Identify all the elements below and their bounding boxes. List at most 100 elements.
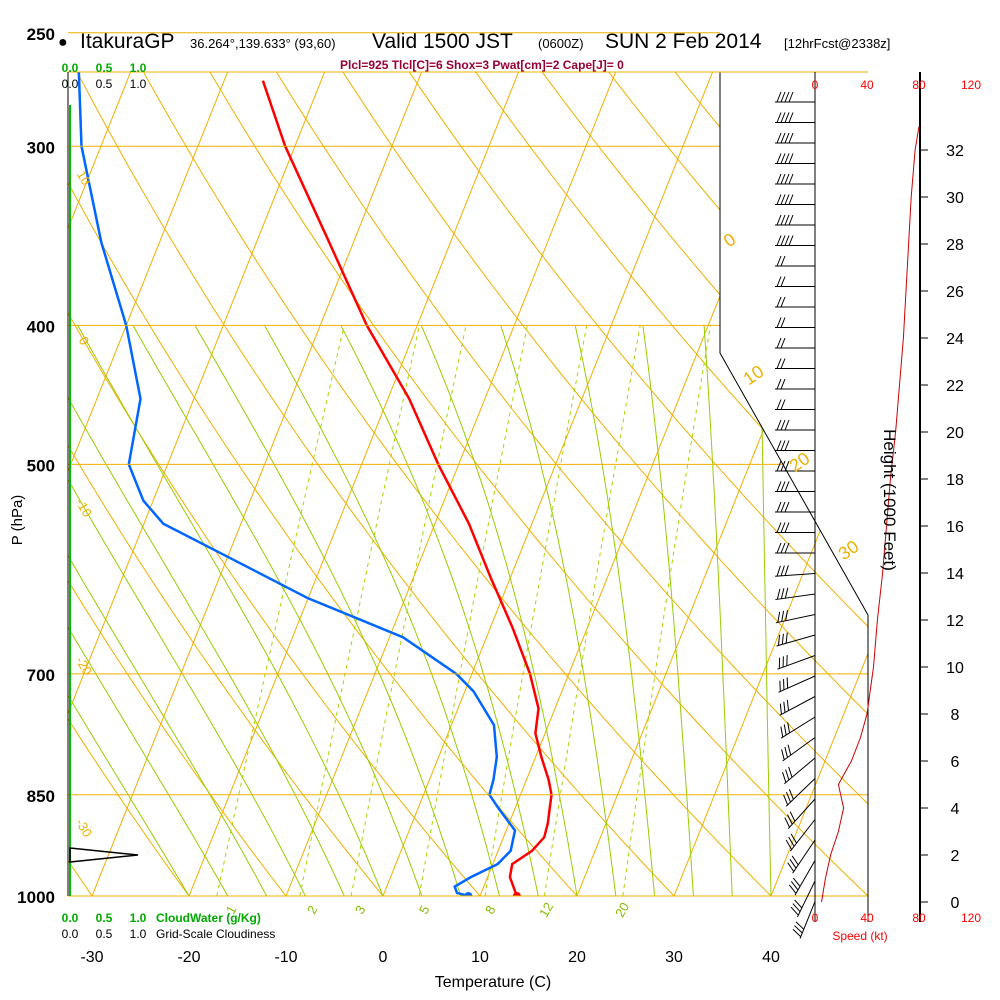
wind-barb-flag	[779, 703, 782, 715]
wind-barb-flag	[780, 153, 786, 164]
height-tick-label: 6	[951, 754, 960, 771]
wind-barb-staff	[775, 593, 816, 601]
wind-barb-flag	[788, 235, 794, 246]
height-tick-label: 16	[946, 519, 964, 536]
cloudwater-tick-label-bottom: 1.0	[130, 911, 147, 925]
wind-barb-flag	[776, 317, 782, 328]
wind-barb-flag	[784, 587, 789, 599]
valid-time: Valid 1500 JST	[372, 30, 513, 53]
y-axis-title: P (hPa)	[9, 495, 26, 546]
wind-barb	[775, 501, 815, 513]
wind-barb-flag	[788, 132, 794, 144]
wind-barb-flag	[795, 921, 805, 930]
wind-barb-flag	[788, 214, 794, 226]
wind-barb	[775, 214, 815, 226]
wind-barb-flag	[784, 746, 788, 758]
speed-tick-label-bottom: 40	[860, 911, 874, 925]
wind-barb	[784, 798, 816, 830]
wind-barb-flag	[780, 214, 786, 226]
wind-barb-flag	[780, 419, 786, 431]
wind-barb-flag	[784, 565, 789, 576]
wind-barb-flag	[784, 460, 790, 472]
wind-barb-flag	[776, 481, 782, 492]
wind-barb-flag	[781, 633, 784, 645]
wind-barb-flag	[791, 855, 799, 866]
wind-barb-flag	[784, 419, 790, 431]
wind-barb-flag	[792, 877, 801, 887]
height-tick-label: 0	[951, 895, 960, 912]
wind-barb-flag	[780, 235, 786, 246]
wind-barb-flag	[780, 440, 786, 451]
cloudiness-tick-label-top: 0.0	[62, 77, 79, 91]
wind-barb-flag	[784, 440, 790, 451]
wind-barb-flag	[784, 542, 790, 554]
wind-barb-staff	[782, 737, 816, 762]
mixing-ratio-label: 20	[612, 900, 632, 920]
wind-barb-flag	[784, 194, 790, 205]
wind-barb-flag	[776, 440, 782, 451]
temperature-tick-label: -30	[80, 949, 103, 966]
wind-barb-flag	[788, 112, 794, 123]
temperature-tick-label: -10	[274, 949, 297, 966]
y2-axis-title: Height (1000 Feet)	[880, 429, 899, 571]
wind-barb-flag	[776, 542, 782, 554]
dry-adiabat-line	[68, 579, 287, 896]
wind-barb-flag	[784, 112, 790, 123]
height-tick-label: 18	[946, 472, 964, 489]
wind-barb	[783, 778, 816, 807]
wind-barb-flag	[776, 588, 781, 600]
wind-barb-flag	[794, 925, 803, 934]
temperature-line-surface-point	[512, 892, 521, 896]
x-axis-title: Temperature (C)	[435, 974, 551, 991]
temperature-tick-label: 10	[471, 949, 489, 966]
height-tick-label: 24	[946, 331, 964, 348]
wind-barb-flag	[789, 811, 796, 822]
wind-barb-flag	[784, 153, 790, 164]
wind-barb	[792, 901, 816, 939]
temperature-tick-label: 0	[379, 949, 388, 966]
isotherm-line	[770, 652, 868, 896]
pressure-tick-label: 400	[27, 317, 55, 336]
wind-barb-staff	[785, 778, 816, 807]
wind-barb-flag	[780, 255, 786, 267]
wind-barb	[776, 632, 816, 647]
dry-adiabat-line	[342, 72, 868, 715]
wind-barb-flag	[777, 611, 781, 623]
wind-barb-flag	[783, 794, 789, 806]
wind-barb-flag	[776, 378, 782, 390]
wind-barb-staff	[777, 655, 816, 670]
wind-barb-flag	[785, 632, 788, 644]
wind-barb	[775, 276, 815, 287]
cloudiness-tick-label-bottom: 1.0	[130, 927, 147, 941]
mixing-ratio-label: 12	[536, 900, 556, 920]
wind-barb-flag	[777, 634, 781, 646]
wind-barb	[775, 337, 815, 349]
wind-barb-flag	[780, 460, 786, 472]
wind-barb-flag	[776, 255, 782, 267]
wind-barb	[775, 173, 815, 185]
wind-barb-flag	[780, 565, 785, 577]
wind-barb-flag	[787, 744, 792, 756]
height-tick-label: 30	[946, 190, 964, 207]
wind-barb-flag	[784, 91, 790, 103]
wind-barb	[775, 399, 815, 410]
speed-tick-label-top: 0	[812, 78, 819, 92]
wind-barb	[775, 587, 816, 601]
wind-barb-staff	[792, 839, 816, 874]
wind-barb	[787, 839, 816, 874]
station-coords: 36.264°,139.633° (93,60)	[190, 36, 336, 51]
dry-adiabat-line	[76, 72, 675, 896]
wind-barb-flag	[778, 657, 781, 669]
wind-barb	[781, 737, 816, 762]
valid-zulu: (0600Z)	[538, 36, 584, 51]
wind-barb-flag	[780, 358, 786, 369]
height-tick-label: 26	[946, 284, 964, 301]
pressure-tick-label: 250	[27, 25, 55, 44]
wind-barb	[775, 296, 815, 308]
height-tick-label: 14	[946, 566, 964, 583]
temperature-tick-label: 30	[665, 949, 683, 966]
isotherm-line	[965, 33, 1000, 896]
dry-adiabat-line	[68, 717, 190, 896]
wind-barb	[777, 654, 816, 670]
